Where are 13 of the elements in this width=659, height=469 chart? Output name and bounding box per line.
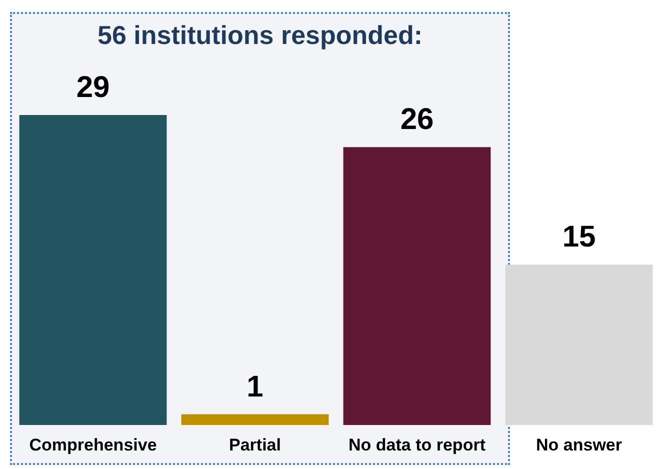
data-label: 15 (562, 220, 596, 254)
data-label: 26 (400, 103, 434, 136)
bar (505, 264, 653, 425)
chart-title: 56 institutions responded: (96, 20, 424, 51)
x-tick-label: Partial (229, 436, 281, 454)
x-tick-label: No answer (536, 436, 622, 454)
bar (19, 115, 167, 425)
data-label: 29 (76, 71, 110, 104)
bar (181, 414, 329, 425)
data-label: 1 (246, 370, 264, 404)
bar (343, 147, 491, 425)
x-tick-label: No data to report (348, 436, 486, 454)
x-tick-label: Comprehensive (29, 436, 157, 454)
